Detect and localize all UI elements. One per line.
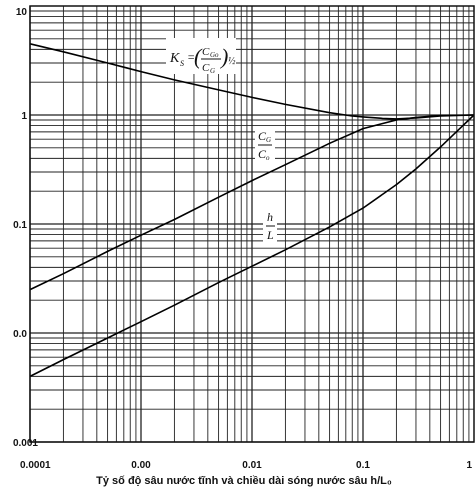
x-tick-label: 0.0001: [20, 460, 51, 471]
ks-annotation-paren-open: (: [194, 44, 203, 69]
ks-annotation-lhs: K: [169, 51, 180, 66]
cg-annotation: C G C o: [255, 128, 275, 162]
series-line-cg-c0: [29, 114, 475, 291]
x-tick-label: 0.00: [131, 460, 151, 471]
x-tick-label: 0.1: [356, 460, 370, 471]
hl-annotation: h L: [263, 208, 277, 242]
cg-annotation-denominator-sub: o: [266, 154, 270, 162]
x-tick-labels: 0.0001 0.00 0.01 0.1 1: [20, 460, 472, 471]
curves: [29, 43, 475, 378]
ks-annotation-eq: =: [187, 50, 195, 64]
ks-annotation-denominator: C: [202, 62, 210, 74]
y-tick-label: 10: [16, 7, 28, 18]
hl-annotation-denominator: L: [266, 228, 274, 242]
y-tick-label: 0.0: [13, 329, 27, 340]
cg-annotation-numerator-sub: G: [266, 136, 271, 144]
x-tick-label: 0.01: [242, 460, 262, 471]
cg-annotation-denominator: C: [258, 147, 267, 161]
ks-annotation-numerator-sub: Go: [210, 51, 219, 59]
x-tick-label: 1: [466, 460, 472, 471]
series-line-h-l: [29, 114, 475, 378]
x-axis-label: Tỷ số độ sâu nước tĩnh và chiều dài sóng…: [96, 475, 392, 487]
y-tick-label: 0.001: [13, 438, 38, 449]
ks-annotation-paren-close: ): [219, 44, 228, 69]
hl-annotation-numerator: h: [267, 210, 273, 224]
plot-frame: [29, 5, 475, 443]
ks-annotation-denominator-sub: G: [210, 67, 215, 75]
y-tick-labels: 10 1 0.1 0.0 0.001: [13, 7, 38, 449]
ks-annotation: K S = ( C Go C G ) ½: [166, 38, 236, 75]
ks-annotation-exponent: ½: [228, 56, 236, 67]
ks-annotation-numerator: C: [202, 46, 210, 58]
grid: [29, 6, 474, 443]
cg-annotation-numerator: C: [258, 129, 267, 143]
ks-annotation-sub: S: [180, 59, 184, 68]
y-tick-label: 0.1: [13, 220, 27, 231]
y-tick-label: 1: [21, 111, 27, 122]
